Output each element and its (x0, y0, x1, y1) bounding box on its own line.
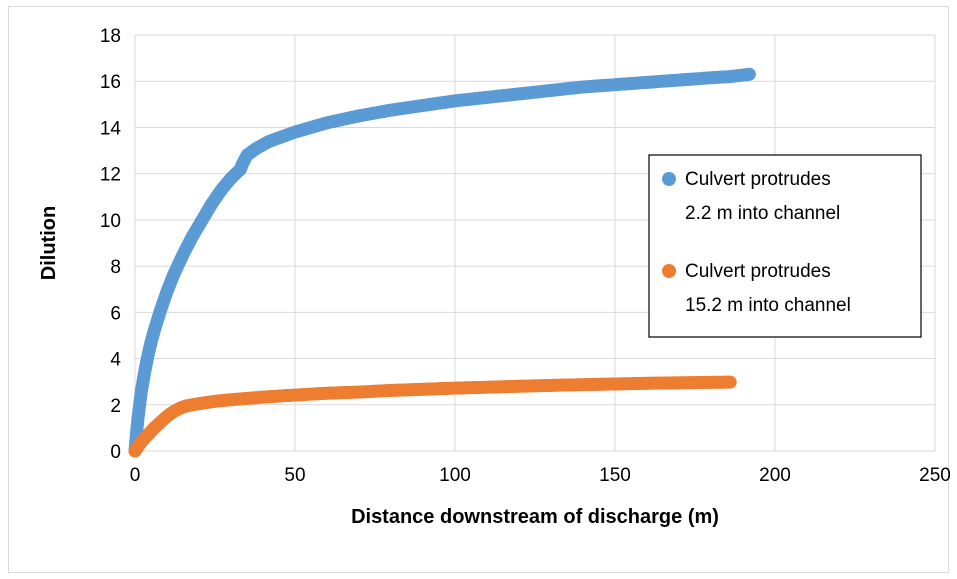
data-point (723, 375, 737, 389)
series-2 (128, 375, 737, 458)
y-tick-label: 4 (110, 350, 121, 371)
x-tick-label: 100 (439, 465, 471, 486)
series-layer (128, 67, 756, 458)
y-tick-label: 0 (110, 442, 121, 463)
x-tick-label: 250 (919, 465, 950, 486)
legend-entry-text: 2.2 m into channel (685, 203, 840, 224)
y-tick-label: 16 (100, 72, 121, 93)
y-tick-label: 6 (110, 303, 121, 324)
scatter-chart: 0 2 4 6 8 10 12 14 16 18 0 50 100 150 200 250 Distance … (38, 26, 950, 528)
x-axis-title: Distance downstream of discharge (m) (351, 506, 719, 528)
y-tick-label: 10 (100, 211, 121, 232)
x-tick-label: 150 (599, 465, 631, 486)
x-tick-label: 200 (759, 465, 791, 486)
y-tick-label: 18 (100, 26, 121, 47)
data-point (742, 67, 756, 81)
legend-entry-text: 15.2 m into channel (685, 295, 851, 316)
y-tick-label: 8 (110, 257, 121, 278)
y-axis-title: Dilution (38, 206, 60, 280)
y-tick-label: 12 (100, 165, 121, 186)
x-tick-label: 50 (284, 465, 305, 486)
legend-marker (662, 172, 676, 186)
tick-labels: 0 2 4 6 8 10 12 14 16 18 0 50 100 150 200 250 (100, 26, 950, 486)
y-tick-label: 2 (110, 396, 121, 417)
y-tick-label: 14 (100, 118, 122, 139)
legend-entry-text: Culvert protrudes (685, 169, 831, 190)
x-tick-label: 0 (130, 465, 141, 486)
chart-frame: 0 2 4 6 8 10 12 14 16 18 0 50 100 150 200 250 Distance … (8, 6, 950, 573)
legend-box (648, 154, 922, 338)
legend: Culvert protrudes 2.2 m into channel Culve… (648, 154, 922, 338)
legend-entry-text: Culvert protrudes (685, 261, 831, 282)
legend-marker (662, 264, 676, 278)
